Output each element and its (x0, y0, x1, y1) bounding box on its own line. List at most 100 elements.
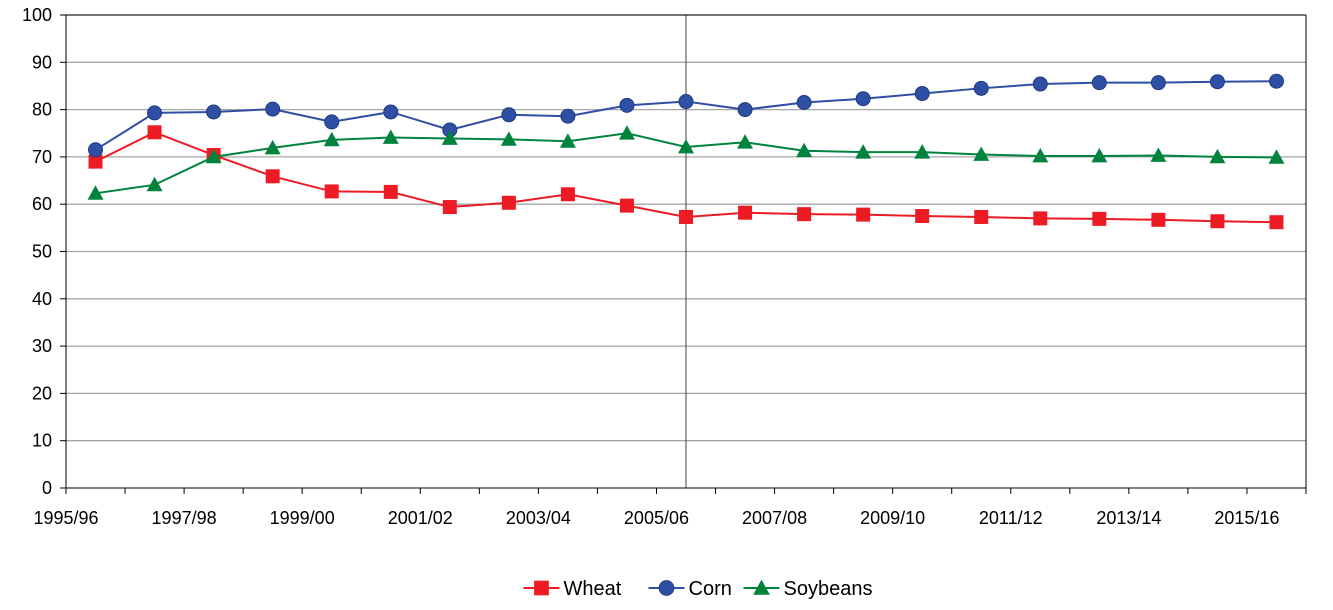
point-soybeans-1999-00 (323, 131, 340, 147)
point-soybeans-2004-05 (618, 125, 635, 140)
point-wheat-2014-15 (1210, 214, 1225, 229)
x-tick-label-2005-06: 2005/06 (624, 508, 689, 528)
point-corn-2014-15 (1209, 74, 1225, 90)
legend-label-corn: Corn (689, 578, 732, 600)
point-soybeans-2008-09 (855, 144, 872, 159)
point-soybeans-2006-07 (737, 134, 754, 149)
legend-marker-wheat (534, 580, 549, 596)
point-wheat-2004-05 (619, 198, 634, 213)
series-soybeans (87, 125, 1285, 200)
point-soybeans-2003-04 (559, 133, 576, 148)
point-soybeans-2010-11 (973, 146, 990, 161)
series-corn (88, 73, 1284, 158)
point-soybeans-2014-15 (1209, 148, 1226, 164)
point-corn-1995-96 (88, 142, 104, 158)
point-corn-2009-10 (914, 86, 930, 102)
legend-label-wheat: Wheat (564, 578, 622, 600)
x-tick-label-2015-16: 2015/16 (1214, 508, 1279, 528)
point-soybeans-2012-13 (1091, 147, 1108, 163)
series-wheat (88, 125, 1284, 230)
point-soybeans-2015-16 (1268, 149, 1285, 164)
point-soybeans-2007-08 (796, 142, 813, 158)
point-soybeans-2005-06 (678, 138, 694, 154)
point-wheat-2011-12 (1033, 211, 1048, 226)
point-wheat-2012-13 (1092, 211, 1107, 226)
point-wheat-2001-02 (442, 200, 457, 215)
point-corn-2013-14 (1150, 75, 1166, 91)
point-soybeans-1996-97 (146, 176, 163, 192)
point-corn-2011-12 (1032, 76, 1048, 92)
x-tick-label-2001-02: 2001/02 (388, 508, 453, 528)
point-corn-2004-05 (619, 97, 635, 113)
y-tick-label-100: 100 (22, 5, 52, 25)
x-tick-label-1995-96: 1995/96 (33, 508, 98, 528)
x-tick-label-2013-14: 2013/14 (1096, 508, 1161, 528)
point-corn-2012-13 (1091, 75, 1107, 91)
point-wheat-2006-07 (738, 205, 753, 220)
x-tick-label-1997-98: 1997/98 (152, 508, 217, 528)
x-tick-label-2011-12: 2011/12 (979, 508, 1043, 528)
point-wheat-1995-96 (88, 154, 103, 169)
legend-label-soybeans: Soybeans (784, 578, 873, 600)
point-corn-2002-03 (501, 107, 517, 123)
point-soybeans-2002-03 (500, 131, 517, 146)
point-corn-1996-97 (147, 105, 163, 121)
legend-marker-corn (658, 580, 675, 596)
point-corn-2015-16 (1268, 73, 1284, 89)
x-tick-label-2003-04: 2003/04 (506, 508, 571, 528)
point-wheat-2009-10 (915, 209, 930, 224)
point-corn-2006-07 (737, 102, 753, 118)
point-soybeans-2001-02 (441, 130, 458, 145)
point-wheat-2000-01 (383, 184, 398, 199)
point-wheat-2007-08 (797, 207, 812, 222)
y-tick-label-10: 10 (32, 431, 52, 451)
x-tick-label-1999-00: 1999/00 (270, 508, 335, 528)
y-tick-label-90: 90 (32, 52, 52, 72)
series-group (87, 73, 1285, 230)
point-corn-2007-08 (796, 95, 812, 111)
legend-item-wheat: Wheat (523, 578, 622, 600)
point-wheat-2010-11 (974, 209, 989, 224)
point-wheat-2008-09 (856, 207, 871, 222)
point-corn-2008-09 (855, 91, 871, 107)
axes: 0 10 20 30 40 50 60 70 80 90 100 1995/96 1997/98 1999… (22, 5, 1307, 528)
legend: Wheat Corn Soybeans (523, 578, 873, 600)
point-wheat-1999-00 (324, 184, 339, 199)
point-corn-2010-11 (973, 80, 989, 96)
y-tick-label-50: 50 (32, 242, 52, 262)
point-soybeans-2009-10 (914, 144, 931, 159)
legend-item-corn: Corn (648, 578, 732, 600)
point-soybeans-1995-96 (87, 185, 104, 200)
point-wheat-2015-16 (1269, 215, 1284, 230)
point-soybeans-2011-12 (1032, 147, 1049, 163)
y-tick-label-40: 40 (32, 289, 52, 309)
point-corn-2005-06 (678, 94, 694, 110)
point-corn-1998-99 (265, 101, 281, 117)
point-soybeans-2000-01 (382, 129, 399, 144)
x-tick-label-2009-10: 2009/10 (860, 508, 925, 528)
y-tick-label-20: 20 (32, 383, 52, 403)
point-corn-2000-01 (383, 104, 399, 120)
point-soybeans-1997-98 (205, 148, 222, 164)
point-corn-1999-00 (324, 114, 340, 130)
point-soybeans-1998-99 (264, 139, 281, 155)
legend-item-soybeans: Soybeans (743, 578, 873, 600)
point-wheat-2002-03 (501, 195, 516, 210)
x-tick-label-2007-08: 2007/08 (742, 508, 807, 528)
y-tick-label-0: 0 (42, 478, 52, 498)
point-wheat-2013-14 (1151, 212, 1166, 227)
point-soybeans-2013-14 (1150, 147, 1167, 162)
y-tick-label-30: 30 (32, 336, 52, 356)
y-tick-label-80: 80 (32, 100, 52, 120)
point-wheat-1998-99 (265, 169, 280, 184)
y-tick-label-70: 70 (32, 147, 52, 167)
point-wheat-2005-06 (679, 209, 693, 224)
point-wheat-2003-04 (560, 187, 575, 202)
y-tick-label-60: 60 (32, 194, 52, 214)
point-corn-1997-98 (206, 104, 222, 120)
point-corn-2003-04 (560, 108, 576, 124)
legend-marker-soybeans (753, 579, 770, 595)
point-wheat-1996-97 (147, 125, 162, 140)
